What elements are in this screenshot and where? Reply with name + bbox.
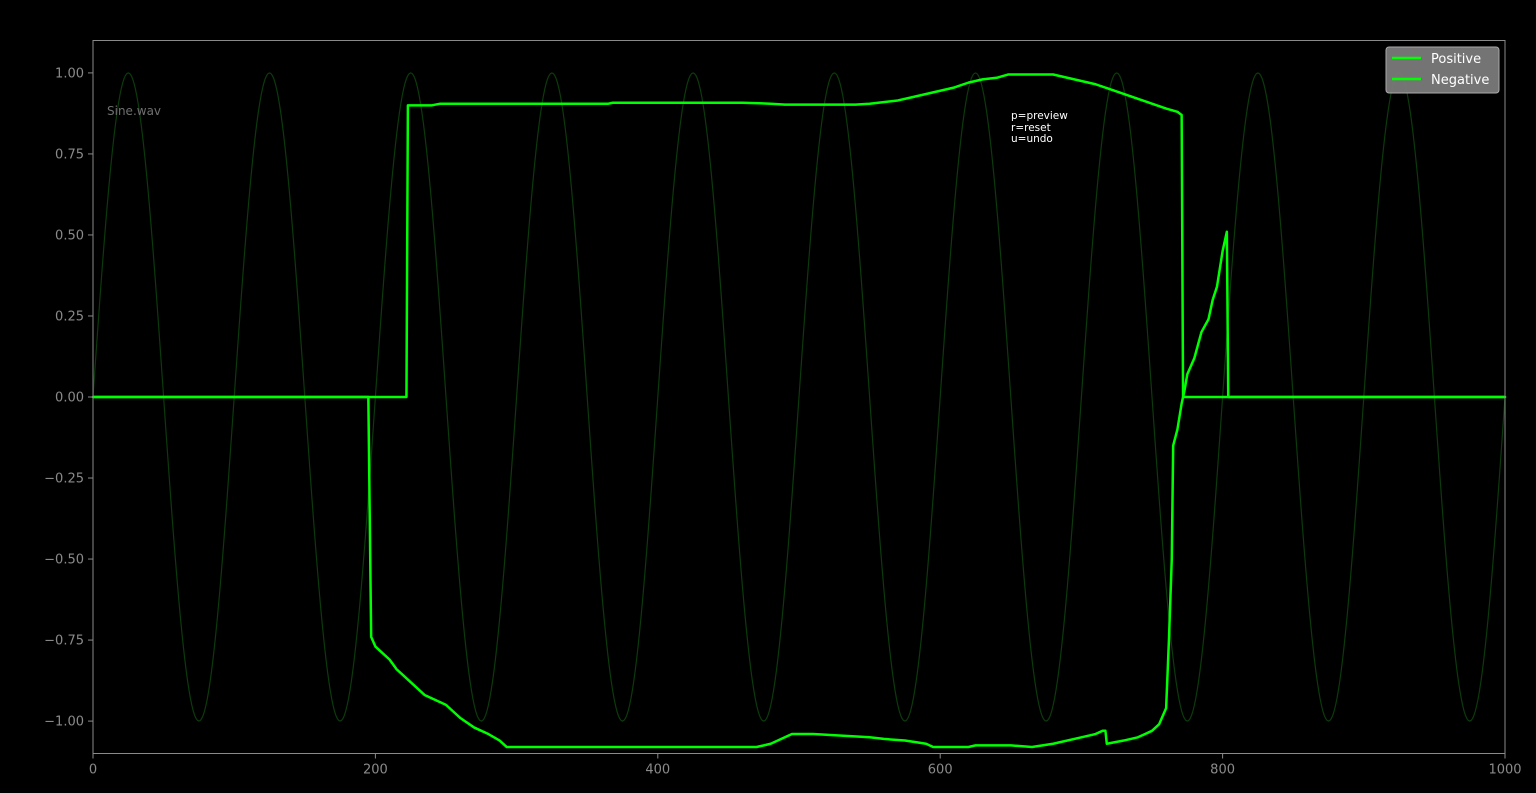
x-tick-label: 600 [928,763,953,778]
y-axis: 1.00 0.75 0.50 0.25 0.00 −0.25 −0.50 −0.75 −1.00 [44,66,93,730]
series-line-negative [91,230,1507,749]
legend-label-negative: Negative [1431,73,1489,88]
background-sine-path [92,72,1506,722]
y-tick-label: 0.75 [55,147,84,162]
y-tick-label: 0.50 [55,228,84,243]
x-tick-label: 1000 [1488,763,1521,778]
y-tick-label: 1.00 [55,66,84,81]
series-line-positive [91,73,1507,399]
y-tick-label: 0.00 [55,391,84,406]
series-layer [91,73,1507,749]
help-line-preview: p=preview [1011,110,1068,122]
x-axis: 0 200 400 600 800 1000 [89,753,1522,778]
keyboard-help-annotation: p=preview r=reset u=undo [1011,110,1068,145]
y-tick-label: −0.75 [44,634,84,649]
x-tick-label: 800 [1210,763,1235,778]
background-sine-wave [92,72,1506,722]
x-tick-label: 400 [645,763,670,778]
y-tick-label: −0.50 [44,553,84,568]
y-tick-label: −0.25 [44,472,84,487]
help-line-undo: u=undo [1011,133,1053,145]
y-tick-label: −1.00 [44,715,84,730]
file-name-label: Sine.wav [107,104,161,118]
help-line-reset: r=reset [1011,122,1051,134]
legend: Positive Negative [1385,46,1500,94]
x-tick-label: 0 [89,763,97,778]
legend-label-positive: Positive [1431,52,1481,67]
x-tick-label: 200 [363,763,388,778]
y-tick-label: 0.25 [55,309,84,324]
